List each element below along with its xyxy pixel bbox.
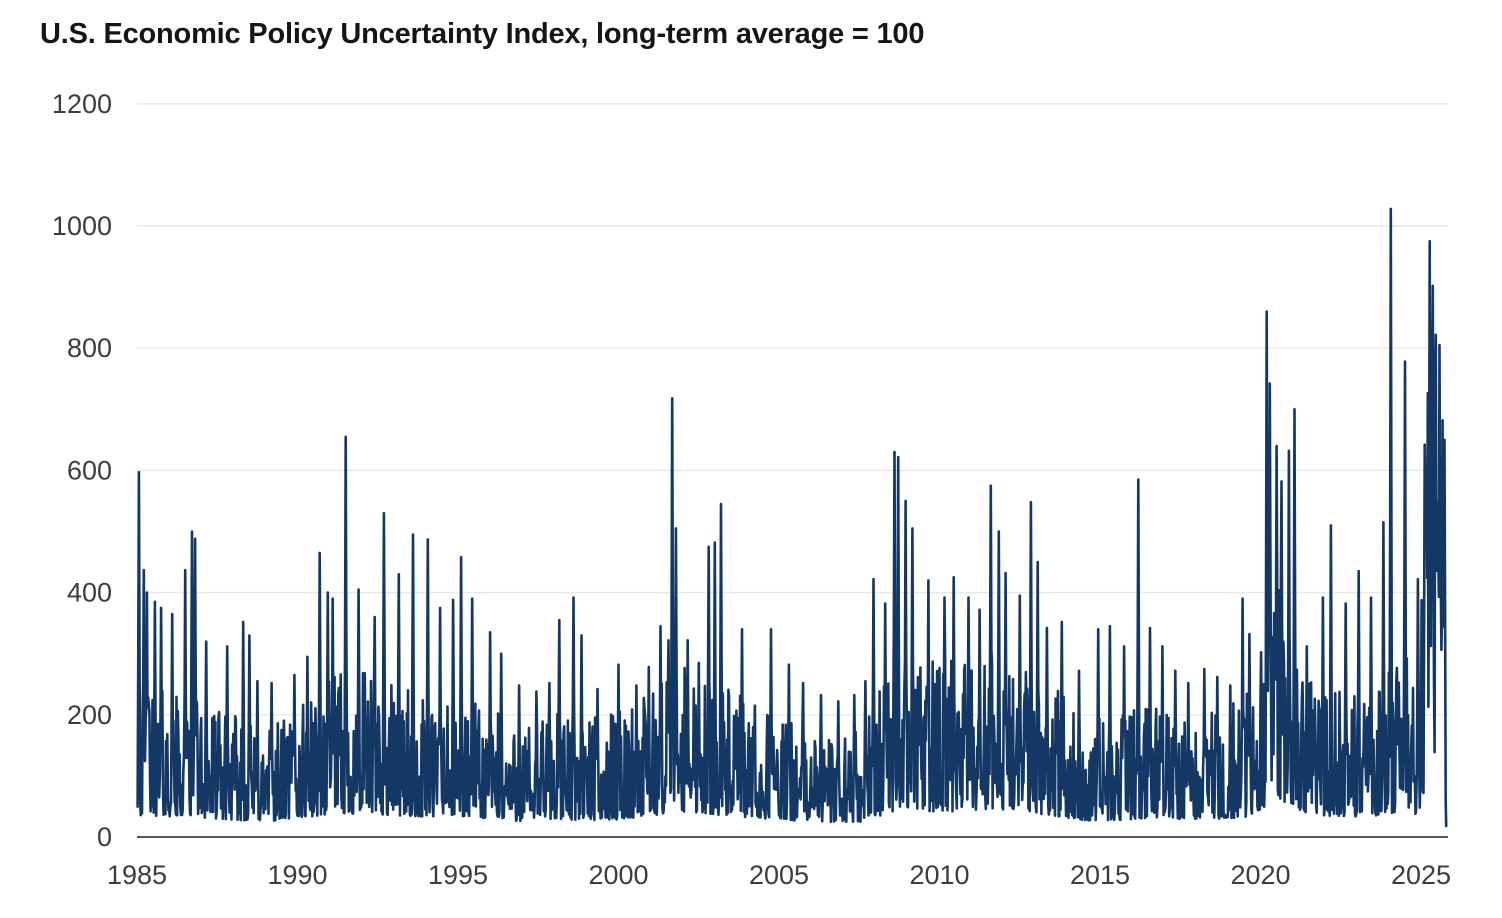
y-axis-tick-label: 600 xyxy=(67,455,112,485)
x-axis-tick-label: 1995 xyxy=(428,860,488,890)
y-axis-tick-label: 800 xyxy=(67,333,112,363)
y-axis-tick-label: 1000 xyxy=(52,211,112,241)
y-axis-tick-label: 400 xyxy=(67,578,112,608)
x-axis-tick-label: 2015 xyxy=(1070,860,1130,890)
x-axis-tick-label: 2025 xyxy=(1391,860,1451,890)
y-axis-tick-label: 200 xyxy=(67,700,112,730)
x-axis-tick-label: 1990 xyxy=(267,860,327,890)
x-axis-tick-label: 1985 xyxy=(107,860,167,890)
x-axis-tick-label: 2020 xyxy=(1230,860,1290,890)
y-axis-labels: 0 200 400 600 800 1000 1200 xyxy=(52,89,112,852)
chart-title: U.S. Economic Policy Uncertainty Index, … xyxy=(40,18,925,50)
x-axis-tick-label: 2000 xyxy=(588,860,648,890)
epu-series-line xyxy=(136,207,1448,828)
x-axis-tick-label: 2005 xyxy=(749,860,809,890)
x-axis-tick-label: 2010 xyxy=(909,860,969,890)
x-axis-labels: 1985 1990 1995 2000 2005 2010 2015 2020 2025 xyxy=(107,860,1451,890)
y-axis-tick-label: 1200 xyxy=(52,89,112,119)
y-axis-tick-label: 0 xyxy=(97,822,112,852)
